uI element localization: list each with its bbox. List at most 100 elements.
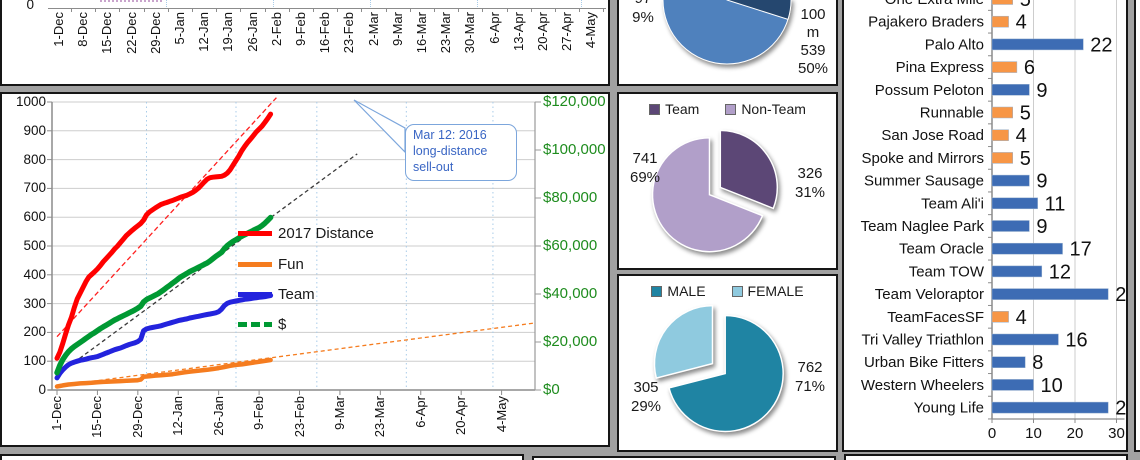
bar-tri-valley-triathlon[interactable]	[991, 333, 1059, 346]
bar-team-veloraptor[interactable]	[991, 288, 1109, 300]
month-gridline	[273, 0, 275, 9]
cropped-series-fragment	[100, 0, 162, 2]
legend-marker	[238, 262, 272, 267]
x-axis-label: 2-Mar	[365, 12, 381, 46]
x-axis-label: 20-Apr	[535, 12, 550, 52]
legend-marker	[238, 292, 272, 297]
pie-legend-item-female[interactable]: FEMALE	[731, 283, 804, 299]
bar-team-naglee-park[interactable]	[991, 220, 1030, 232]
dollar-axis-tick-label: $120,000	[543, 93, 606, 110]
pie-slice-cropped[interactable]	[726, 0, 792, 21]
pie-label-nonteam: 741 69%	[621, 149, 669, 187]
pie-label-right: 100 m 539 50%	[792, 6, 834, 78]
x-axis-tick	[434, 8, 435, 12]
trendline--[interactable]	[56, 153, 358, 376]
bar-runnable[interactable]	[991, 106, 1013, 119]
x-axis-label: 1-Dec	[51, 12, 66, 47]
x-axis-label: 6-Apr	[486, 12, 502, 44]
pie-slice-nonteam[interactable]	[651, 136, 764, 253]
pie-legend-item-team[interactable]: Team	[649, 101, 699, 117]
bar-value-label: 6	[1024, 57, 1035, 79]
x-axis-tick-label: 23-Mar	[372, 396, 388, 438]
panel-weekly-axis-chart[interactable]: 0 1-Dec 8-Dec 15-Dec 22-Dec 29-Dec 5-Jan 12-Ja…	[0, 0, 610, 86]
pie-legend-item-non-team[interactable]: Non-Team	[725, 101, 806, 117]
trendline-fun[interactable]	[56, 322, 534, 387]
x-axis-tick	[71, 8, 72, 12]
bar-urban-bike-fitters[interactable]	[991, 356, 1026, 368]
panel-team-bar-chart[interactable]: 0 10 20 30 One Extra Mile 5 Pajakero Braders 4 P…	[842, 0, 1128, 452]
bar-value-label: 5	[1020, 0, 1031, 11]
annotation-pointer[interactable]	[353, 99, 406, 154]
y-axis-zero-label: 0	[26, 0, 34, 12]
pie-label-male: 762 71%	[787, 358, 833, 396]
series-line-fun[interactable]	[54, 357, 273, 389]
bar-western-wheelers[interactable]	[991, 379, 1034, 391]
bar-palo-alto[interactable]	[991, 38, 1084, 51]
y-axis-tick-label: 100	[23, 353, 46, 369]
bar-value-label: 9	[1036, 171, 1047, 193]
bar-pajakero-braders[interactable]	[991, 15, 1009, 28]
pie-slice-100m[interactable]	[662, 0, 792, 65]
x-axis-label: 5-Jan	[172, 12, 187, 45]
y-axis-tick-label: 500	[23, 238, 46, 253]
pie-slice-female[interactable]	[653, 304, 714, 380]
y-axis-tick-label: 700	[23, 180, 46, 196]
bar-value-label: 12	[1049, 261, 1071, 283]
bar-san-jose-road[interactable]	[991, 129, 1009, 141]
legend-item-2017-distance[interactable]: 2017 Distance	[238, 225, 374, 242]
bar-value-label: 4	[1016, 12, 1027, 34]
legend-item--[interactable]: $	[238, 316, 286, 333]
bar-summer-sausage[interactable]	[991, 174, 1030, 187]
bar-value-label: 28	[1115, 398, 1126, 420]
legend-label: Team	[665, 101, 700, 117]
pie-slice-male[interactable]	[668, 314, 784, 433]
x-axis-label: 8-Dec	[75, 12, 91, 47]
gender-pie-canvas	[653, 304, 784, 433]
x-axis-label: 29-Dec	[147, 12, 163, 54]
bar-value-label: 8	[1032, 352, 1043, 374]
y-axis-tick-label: 800	[23, 151, 46, 167]
bar-young-life[interactable]	[991, 401, 1109, 414]
pie-legend-item-male[interactable]: MALE	[651, 283, 706, 299]
x-axis-tick	[530, 8, 532, 12]
bar-one-extra-mile[interactable]	[991, 0, 1013, 5]
legend-swatch	[651, 285, 663, 297]
pie-slice-team[interactable]	[719, 129, 778, 210]
category-label: Spoke and Mirrors	[861, 150, 984, 167]
month-gridline	[370, 0, 372, 9]
bar-teamfacessf[interactable]	[991, 311, 1009, 323]
series-line-2017-distance[interactable]	[54, 111, 274, 361]
pie-label-line: m	[806, 24, 820, 41]
distance-pie-canvas	[662, 0, 792, 65]
x-axis-tick-label: 23-Feb	[291, 396, 307, 438]
annotation-callout[interactable]: Mar 12: 2016 long-distance sell-out	[405, 124, 517, 181]
dollar-axis-tick-label: $80,000	[543, 189, 598, 206]
x-axis-tick-label: 20	[1067, 425, 1084, 442]
bar-spoke-and-mirrors[interactable]	[991, 152, 1013, 164]
bar-pina-express[interactable]	[991, 61, 1018, 73]
y-axis-tick-label: 0	[38, 382, 46, 397]
category-label: San Jose Road	[881, 127, 984, 144]
x-axis-label: 22-Dec	[123, 12, 139, 54]
pie-legend: Team Non-Team	[619, 101, 836, 117]
pie-percent: 29%	[630, 398, 662, 415]
bar-team-oracle[interactable]	[991, 242, 1063, 255]
panel-team-pie[interactable]: Team Non-Team 741 69% 326 31%	[617, 92, 838, 270]
panel-registration-line-chart[interactable]: Mar 12: 2016 long-distance sell-out 1000 90…	[0, 92, 610, 447]
x-axis-tick	[385, 8, 387, 12]
legend-item-fun[interactable]: Fun	[238, 256, 304, 273]
bar-team-tow[interactable]	[991, 265, 1043, 278]
x-axis-tick-label: 4-May	[493, 396, 509, 433]
bar-team-ali-i[interactable]	[991, 197, 1038, 210]
legend-item-team[interactable]: Team	[238, 286, 315, 303]
series-line--[interactable]	[54, 214, 274, 376]
category-label: One Extra Mile	[885, 0, 984, 8]
trendline-2017-distance[interactable]	[56, 97, 277, 338]
series-line-team[interactable]	[54, 293, 274, 381]
dollar-axis-tick-label: $60,000	[543, 237, 598, 254]
panel-gender-pie[interactable]: MALE FEMALE 305 29% 762 71%	[617, 274, 838, 452]
category-label: Western Wheelers	[861, 377, 984, 394]
bar-possum-peloton[interactable]	[991, 84, 1030, 96]
